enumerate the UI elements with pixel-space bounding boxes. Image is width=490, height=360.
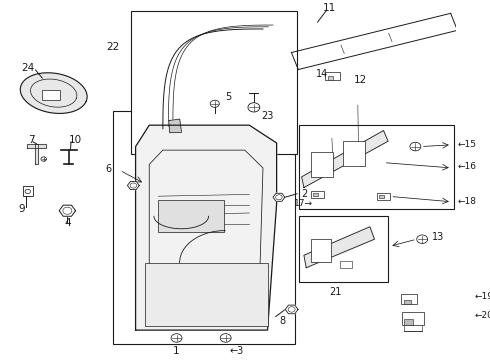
Text: 9: 9 bbox=[19, 204, 25, 214]
Bar bbox=[404, 319, 413, 325]
Text: ←19: ←19 bbox=[474, 292, 490, 301]
Bar bbox=[299, 216, 388, 282]
Bar bbox=[113, 111, 295, 345]
Bar bbox=[379, 195, 385, 198]
Text: 17→: 17→ bbox=[294, 199, 314, 208]
Circle shape bbox=[25, 189, 30, 194]
Text: 21: 21 bbox=[330, 287, 342, 297]
Circle shape bbox=[410, 142, 421, 151]
Bar bbox=[402, 312, 424, 325]
Text: ←18: ←18 bbox=[457, 197, 476, 206]
Bar bbox=[145, 263, 269, 326]
Bar bbox=[42, 90, 60, 100]
Text: 24: 24 bbox=[21, 63, 34, 73]
Circle shape bbox=[288, 307, 295, 312]
Polygon shape bbox=[302, 131, 388, 188]
Bar bbox=[404, 300, 411, 305]
Bar bbox=[311, 191, 324, 198]
Bar bbox=[131, 11, 297, 154]
Polygon shape bbox=[273, 193, 285, 201]
Bar bbox=[158, 200, 224, 232]
Bar bbox=[328, 76, 334, 80]
Text: 13: 13 bbox=[432, 233, 444, 242]
Bar bbox=[311, 239, 331, 262]
Bar bbox=[313, 193, 318, 197]
Text: 1: 1 bbox=[173, 346, 180, 356]
Circle shape bbox=[220, 334, 231, 342]
Circle shape bbox=[417, 235, 428, 243]
Circle shape bbox=[248, 103, 260, 112]
Circle shape bbox=[210, 100, 220, 107]
Polygon shape bbox=[304, 227, 374, 268]
Text: 6: 6 bbox=[105, 165, 111, 175]
Bar bbox=[299, 125, 454, 209]
Text: 5: 5 bbox=[225, 93, 232, 102]
Bar bbox=[404, 325, 422, 331]
Polygon shape bbox=[127, 181, 139, 189]
Text: ←3: ←3 bbox=[229, 346, 244, 356]
Bar bbox=[343, 141, 366, 166]
Text: 22: 22 bbox=[106, 42, 120, 52]
Text: 10: 10 bbox=[69, 135, 82, 145]
Text: 23: 23 bbox=[261, 111, 274, 121]
Polygon shape bbox=[35, 144, 38, 165]
Polygon shape bbox=[169, 119, 181, 133]
Text: 2: 2 bbox=[301, 189, 307, 199]
Bar bbox=[325, 72, 341, 80]
Circle shape bbox=[130, 183, 137, 188]
Text: 12: 12 bbox=[354, 75, 368, 85]
Text: ←15: ←15 bbox=[457, 140, 476, 149]
Text: 14: 14 bbox=[316, 68, 328, 78]
Polygon shape bbox=[27, 144, 46, 148]
Text: 4: 4 bbox=[64, 218, 71, 228]
Polygon shape bbox=[59, 205, 75, 216]
Circle shape bbox=[63, 207, 72, 214]
Text: 11: 11 bbox=[322, 3, 336, 13]
Bar bbox=[23, 186, 33, 197]
Polygon shape bbox=[136, 125, 277, 330]
Text: ←20: ←20 bbox=[474, 311, 490, 320]
Polygon shape bbox=[20, 73, 87, 113]
Bar bbox=[311, 152, 334, 177]
Text: 8: 8 bbox=[279, 316, 286, 326]
Bar bbox=[401, 294, 417, 305]
Text: 7: 7 bbox=[27, 135, 34, 145]
Circle shape bbox=[276, 195, 282, 200]
Bar bbox=[377, 193, 391, 200]
Circle shape bbox=[41, 157, 47, 161]
Circle shape bbox=[171, 334, 182, 342]
Text: ←16: ←16 bbox=[457, 162, 476, 171]
Bar bbox=[341, 261, 352, 268]
Polygon shape bbox=[285, 305, 298, 314]
